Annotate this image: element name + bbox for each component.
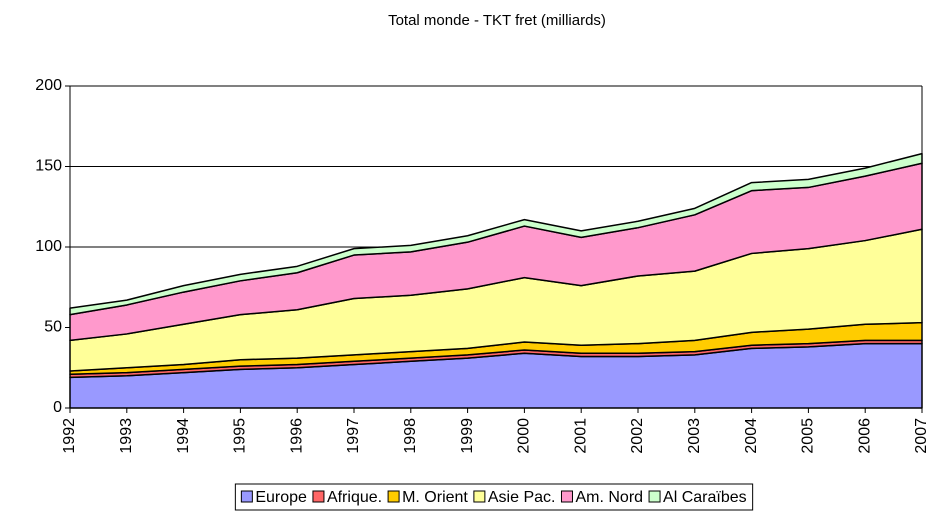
- legend-swatch: [560, 490, 573, 503]
- x-tick-label: 1999: [459, 418, 476, 454]
- x-tick-label: 2000: [516, 418, 533, 454]
- x-tick-label: 1994: [175, 418, 192, 454]
- legend-label: M. Orient: [402, 489, 468, 506]
- x-tick-label: 1997: [345, 418, 362, 454]
- y-tick-label: 50: [44, 319, 62, 336]
- legend-label: Afrique.: [327, 489, 382, 506]
- x-tick-label: 1992: [61, 418, 78, 454]
- y-tick-label: 0: [53, 399, 62, 416]
- x-tick-label: 2001: [572, 418, 589, 454]
- legend-swatch: [240, 490, 253, 503]
- x-tick-label: 1998: [402, 418, 419, 454]
- x-tick-label: 2003: [686, 418, 703, 454]
- x-tick-label: 1996: [288, 418, 305, 454]
- x-tick-label: 1993: [118, 418, 135, 454]
- legend-swatch: [473, 490, 486, 503]
- x-tick-label: 2004: [743, 418, 760, 454]
- x-tick-label: 2002: [629, 418, 646, 454]
- y-tick-label: 100: [35, 238, 62, 255]
- y-tick-label: 200: [35, 77, 62, 94]
- legend-swatch: [648, 490, 661, 503]
- x-tick-label: 2007: [913, 418, 930, 454]
- x-tick-label: 2005: [800, 418, 817, 454]
- legend-swatch: [312, 490, 325, 503]
- y-tick-label: 150: [35, 158, 62, 175]
- legend-label: Asie Pac.: [488, 489, 556, 506]
- legend-label: Al Caraïbes: [663, 489, 747, 506]
- legend-label: Am. Nord: [575, 489, 643, 506]
- chart-title: Total monde - TKT fret (milliards): [388, 12, 606, 29]
- x-tick-label: 1995: [232, 418, 249, 454]
- legend: Europe Afrique. M. Orient Asie Pac. Am. Nord…: [234, 483, 754, 511]
- x-tick-label: 2006: [856, 418, 873, 454]
- legend-label: Europe: [255, 489, 307, 506]
- legend-swatch: [387, 490, 400, 503]
